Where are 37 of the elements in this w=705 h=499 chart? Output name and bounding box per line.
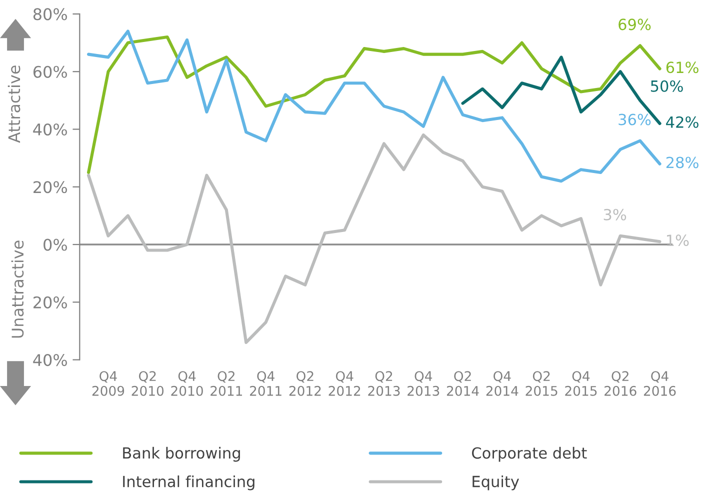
legend-label: Corporate debt (472, 446, 587, 462)
x-tick-label: Q4 2014 (486, 371, 518, 396)
x-tick-label: Q4 2010 (171, 371, 203, 396)
x-tick-label: Q2 2013 (368, 371, 400, 396)
data-label: 61% (666, 62, 698, 74)
data-label: 3% (604, 208, 626, 220)
x-tick-label: Q4 2016 (644, 371, 676, 396)
x-tick-label: Q2 2016 (604, 371, 636, 396)
x-tick-label: Q4 2015 (565, 371, 597, 396)
y-tick-label: 0% (44, 238, 67, 251)
y-tick-label: 60% (33, 66, 67, 78)
legend-label: Bank borrowing (123, 446, 240, 462)
data-label: 28% (666, 156, 698, 168)
y-tick-label: 40% (33, 354, 67, 366)
data-label: 42% (666, 116, 698, 128)
text: Unattractive (11, 240, 24, 338)
legend-label: Internal financing (123, 475, 254, 490)
x-tick-label: Q4 2009 (92, 371, 124, 396)
x-tick-label: Q2 2012 (289, 371, 321, 396)
y-tick-label: 20% (34, 181, 67, 194)
x-tick-label: Q2 2015 (526, 371, 558, 396)
x-tick-label: Q4 2011 (250, 371, 282, 396)
x-tick-label: Q2 2010 (132, 371, 164, 396)
x-tick-label: Q2 2014 (446, 371, 479, 396)
data-label: 36% (618, 114, 651, 126)
line-series (87, 133, 662, 344)
legend-label: Equity (472, 475, 520, 490)
x-tick-label: Q4 2013 (408, 371, 440, 396)
data-label: 69% (618, 18, 651, 30)
x-tick-label: Q2 2011 (210, 371, 242, 396)
data-label: 1% (667, 234, 689, 246)
y-tick-label: 20% (34, 296, 67, 308)
data-label: 50% (650, 80, 683, 92)
x-tick-label: Q4 2012 (328, 371, 360, 396)
y-tick-label: 80% (33, 8, 67, 20)
y-axis-title: Attractive (8, 66, 20, 143)
y-tick-label: 40% (33, 123, 67, 136)
